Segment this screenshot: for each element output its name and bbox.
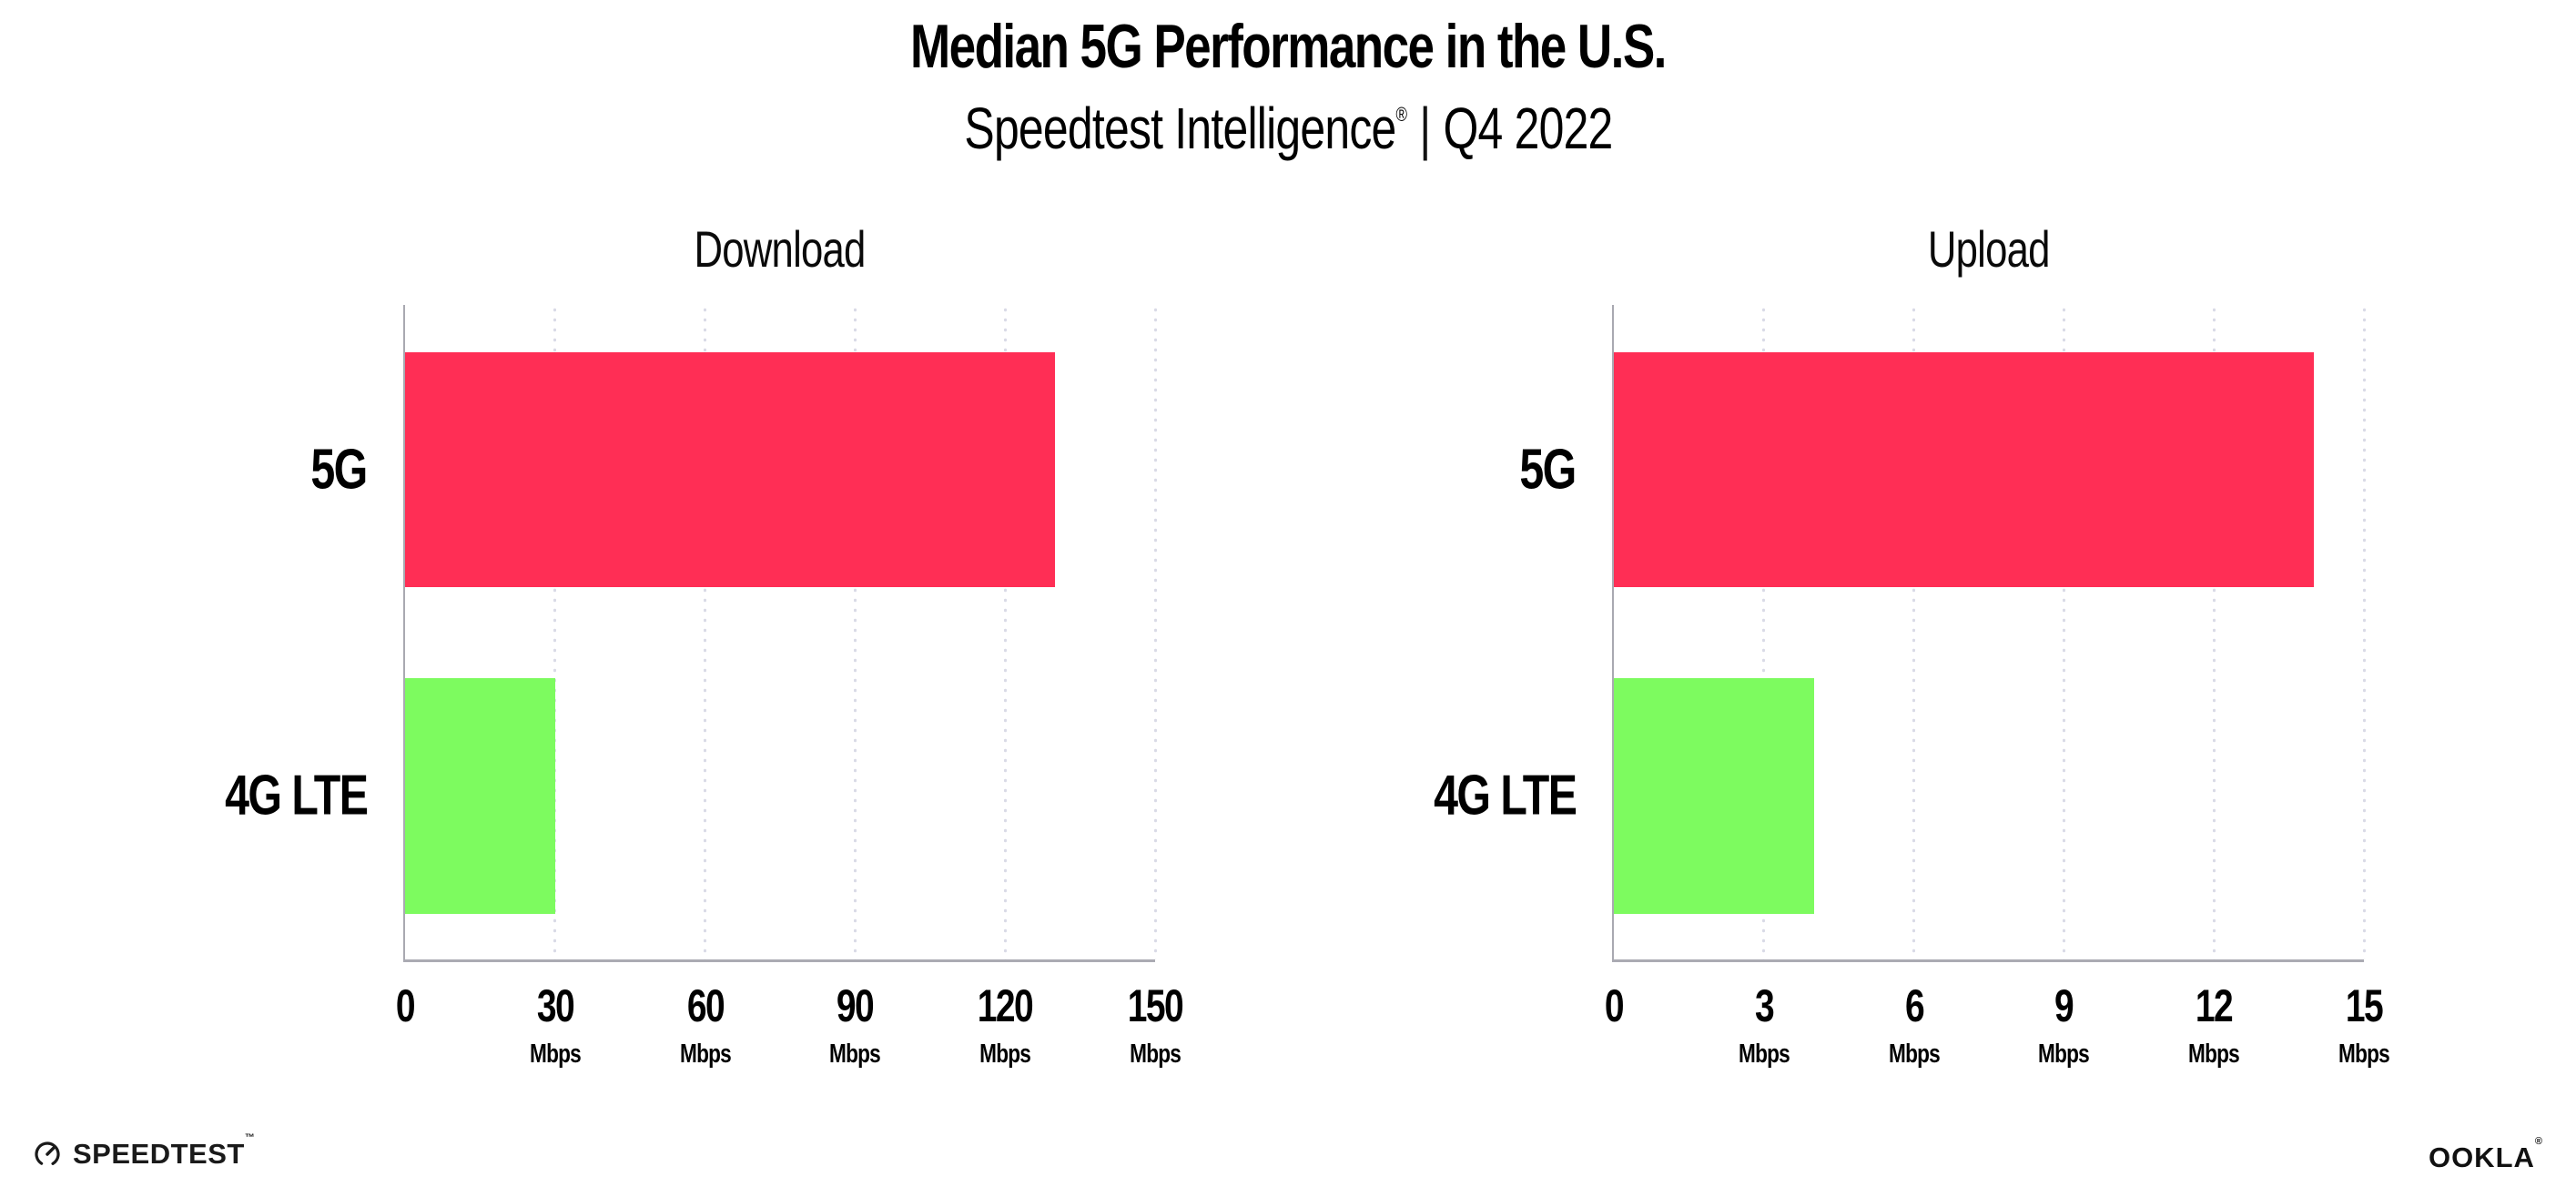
plot-area-download: Download 0 30 Mbps 60 Mbps 90 Mbps 120 Mbps 150 Mb… [225, 220, 1184, 1068]
chart-title-download: Download [694, 220, 867, 278]
bar-4g-lte-download [405, 678, 555, 914]
x-tick-unit: Mbps [529, 1040, 582, 1069]
gridline [2212, 305, 2216, 959]
x-axis-tick: 150 Mbps [1120, 983, 1190, 1068]
bar-4g-lte-upload [1614, 678, 1814, 914]
x-axis-tick: 3 Mbps [1731, 983, 1797, 1068]
x-tick-unit: Mbps [1888, 1040, 1941, 1069]
x-tick-value: 12 [2196, 980, 2234, 1031]
x-tick-unit: Mbps [2038, 1040, 2090, 1069]
x-axis-tick: 15 Mbps [2331, 983, 2397, 1068]
speedtest-wordmark: SPEEDTEST™ [73, 1132, 256, 1170]
x-tick-value: 15 [2345, 980, 2384, 1031]
x-tick-unit: Mbps [2188, 1040, 2240, 1069]
subtitle-brand: Speedtest Intelligence [963, 96, 1396, 161]
bar-5g-download [405, 352, 1056, 587]
x-tick-value: 9 [2054, 980, 2074, 1031]
subtitle-period: Q4 2022 [1443, 96, 1613, 161]
page-title-text: Median 5G Performance in the U.S. [910, 12, 1667, 81]
page-subtitle-text: Speedtest Intelligence® | Q4 2022 [963, 95, 1613, 162]
page-subtitle: Speedtest Intelligence® | Q4 2022 [0, 95, 2576, 162]
gridline [853, 305, 857, 959]
x-tick-value: 90 [837, 980, 875, 1031]
x-axis-tick: 6 Mbps [1881, 983, 1947, 1068]
x-tick-unit: Mbps [2338, 1040, 2390, 1069]
gridline [1003, 305, 1007, 959]
speedtest-gauge-icon [35, 1141, 60, 1167]
gridline [2062, 305, 2065, 959]
x-tick-unit: Mbps [979, 1040, 1031, 1069]
x-axis-tick: 60 Mbps [673, 983, 738, 1068]
category-label-5g: 5G [310, 438, 369, 502]
page-title: Median 5G Performance in the U.S. [0, 11, 2576, 82]
x-tick-value: 0 [1604, 980, 1625, 1031]
bar-5g-upload [1614, 352, 2315, 587]
x-tick-unit: Mbps [1738, 1040, 1790, 1069]
x-tick-value: 30 [536, 980, 575, 1031]
x-axis-tick: 0 [1602, 983, 1626, 1029]
x-axis-tick: 90 Mbps [823, 983, 888, 1068]
x-tick-value: 120 [977, 980, 1034, 1031]
x-axis-tick: 30 Mbps [522, 983, 588, 1068]
trademark-mark: ™ [244, 1132, 256, 1143]
gridline [1912, 305, 1916, 959]
gridline [1762, 305, 1766, 959]
ookla-wordmark: OOKLA [2428, 1141, 2535, 1173]
x-tick-value: 0 [395, 980, 416, 1031]
x-tick-unit: Mbps [679, 1040, 732, 1069]
x-tick-value: 6 [1904, 980, 1925, 1031]
speedtest-logo: SPEEDTEST™ [33, 1132, 256, 1171]
category-label-5g: 5G [1519, 438, 1577, 502]
x-tick-value: 150 [1127, 980, 1184, 1031]
category-label-4g-lte: 4G LTE [224, 764, 369, 827]
x-axis-tick: 120 Mbps [969, 983, 1040, 1068]
plot-area-upload: Upload 0 3 Mbps 6 Mbps 9 Mbps 12 Mbps 15 Mbps 5G 4G … [1434, 220, 2390, 1068]
registered-mark: ® [1395, 103, 1407, 127]
subtitle-separator: | [1418, 96, 1431, 161]
ookla-logo: OOKLA® [2428, 1136, 2543, 1174]
x-axis-tick: 12 Mbps [2181, 983, 2246, 1068]
gridline [1153, 305, 1157, 959]
category-label-4g-lte: 4G LTE [1433, 764, 1577, 827]
x-tick-unit: Mbps [829, 1040, 881, 1069]
ookla-registered-mark: ® [2534, 1136, 2543, 1147]
gridline [553, 305, 557, 959]
gridline [2362, 305, 2366, 959]
x-axis-tick: 9 Mbps [2032, 983, 2097, 1068]
x-axis-tick: 0 [393, 983, 417, 1029]
gridline [704, 305, 707, 959]
x-tick-value: 60 [686, 980, 725, 1031]
x-tick-unit: Mbps [1130, 1040, 1182, 1069]
x-tick-value: 3 [1754, 980, 1775, 1031]
chart-title-upload: Upload [1928, 220, 2051, 278]
